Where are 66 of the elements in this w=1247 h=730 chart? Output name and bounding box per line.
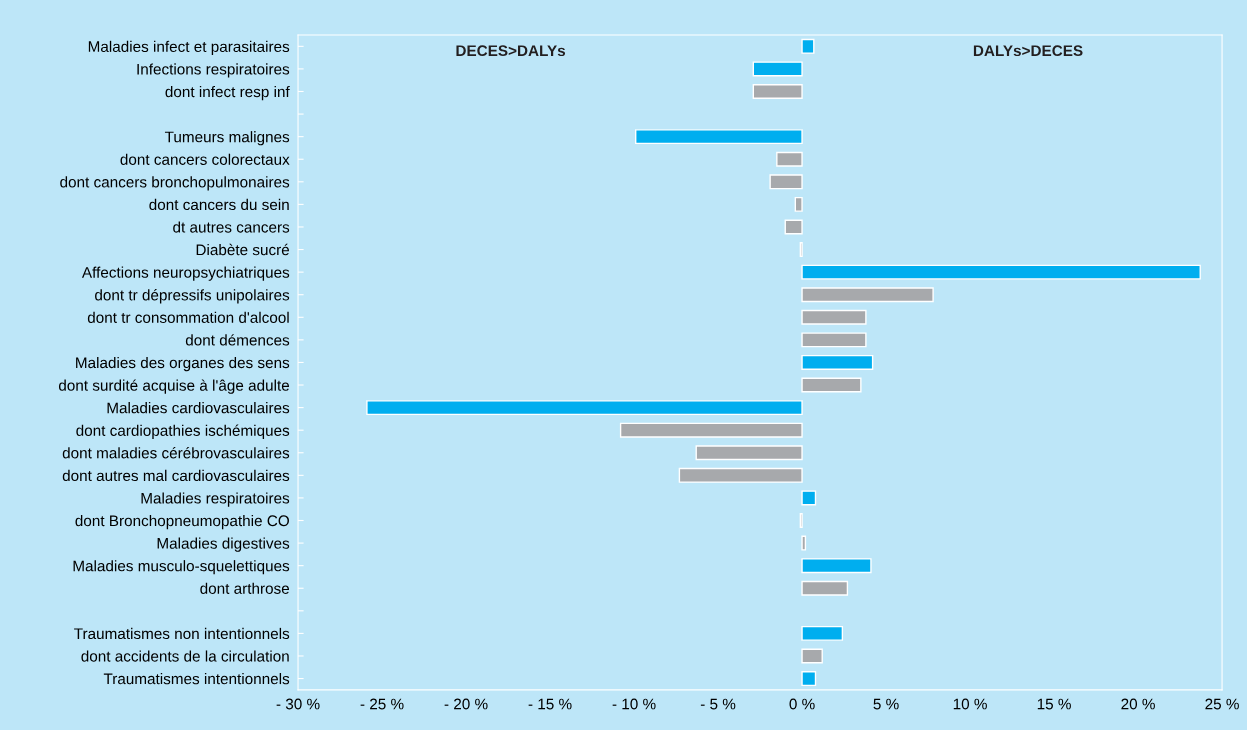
bar (695, 445, 803, 461)
bar (752, 84, 803, 99)
y-tick-label: dont cancers colorectaux (120, 153, 290, 165)
y-tick-label: dt autres cancers (173, 221, 290, 233)
y-tick-label: Maladies cardiovasculaires (107, 402, 290, 414)
bar (776, 151, 803, 167)
y-tick-label: dont cardiopathies ischémiques (76, 424, 290, 439)
y-tick-label: Maladies infect et parasitaires (88, 40, 290, 56)
x-tick-label: - 25 % (360, 698, 404, 710)
y-tick-label: dont cancers du sein (149, 198, 289, 211)
y-tick-label: Maladies respiratoires (141, 492, 290, 507)
x-tick-label: - 20 % (444, 698, 488, 710)
bar (801, 309, 867, 325)
y-tick-label: dont tr dépressifs unipolaires (95, 289, 290, 304)
y-tick-label: Affections neuropsychiatriques (81, 266, 290, 281)
x-tick-label: - 10 % (612, 698, 656, 710)
x-tick-label: 0 % (789, 698, 815, 710)
y-tick-label: Traumatismes non intentionnels (74, 627, 290, 640)
bar (801, 625, 844, 641)
x-tick-label: 10 % (953, 698, 987, 710)
y-tick-label: Maladies digestives (157, 537, 290, 552)
x-tick-label: - 15 % (528, 698, 572, 710)
y-tick-label: Infections respiratoires (137, 63, 290, 78)
bar (801, 264, 1201, 280)
x-tick-label: 25 % (1205, 698, 1239, 710)
x-tick-label: 20 % (1121, 698, 1155, 710)
y-tick-label: Maladies musculo-squelettiques (73, 560, 290, 575)
y-tick-label: dont autres mal cardiovasculaires (62, 469, 290, 482)
y-tick-label: dont cancers bronchopulmonaires (60, 176, 290, 191)
bar (801, 377, 862, 393)
bar (794, 196, 803, 212)
bar (801, 354, 874, 370)
annotation: DECES>DALYs (456, 45, 566, 57)
annotation: DALYs>DECES (973, 45, 1083, 57)
bar (801, 535, 807, 551)
y-tick-label: Maladies des organes des sens (76, 356, 290, 372)
bar (784, 219, 803, 235)
bar (801, 490, 817, 506)
bar (366, 400, 803, 416)
y-tick-label: dont tr consommation d'alcool (87, 311, 289, 323)
y-tick-label: dont arthrose (200, 582, 290, 594)
bar (769, 174, 803, 190)
bar (801, 558, 872, 574)
x-tick-label: 15 % (1037, 698, 1071, 710)
bar (678, 467, 803, 483)
bar (801, 580, 849, 596)
y-tick-label: dont Bronchopneumopathie CO (75, 514, 289, 530)
y-tick-label: dont infect resp inf (165, 85, 290, 101)
x-tick-label: - 30 % (276, 698, 320, 710)
y-tick-label: dont démences (185, 334, 290, 346)
x-tick-label: - 5 % (700, 698, 736, 710)
y-tick-label: dont accidents de la circulation (81, 650, 289, 662)
bar (801, 671, 817, 687)
bar (801, 38, 815, 54)
bar (801, 287, 934, 303)
bar (635, 129, 803, 145)
y-tick-label: Diabète sucré (196, 243, 290, 256)
bar (801, 332, 867, 348)
bar (801, 648, 823, 664)
x-tick-label: 5 % (873, 698, 899, 710)
bar (752, 61, 803, 77)
y-tick-label: dont surdité acquise à l'âge adulte (58, 379, 290, 394)
y-tick-label: Traumatismes intentionnels (103, 673, 290, 685)
y-tick-label: dont maladies cérébrovasculaires (62, 447, 290, 459)
bar (619, 422, 803, 438)
y-tick-label: Tumeurs malignes (164, 131, 290, 146)
